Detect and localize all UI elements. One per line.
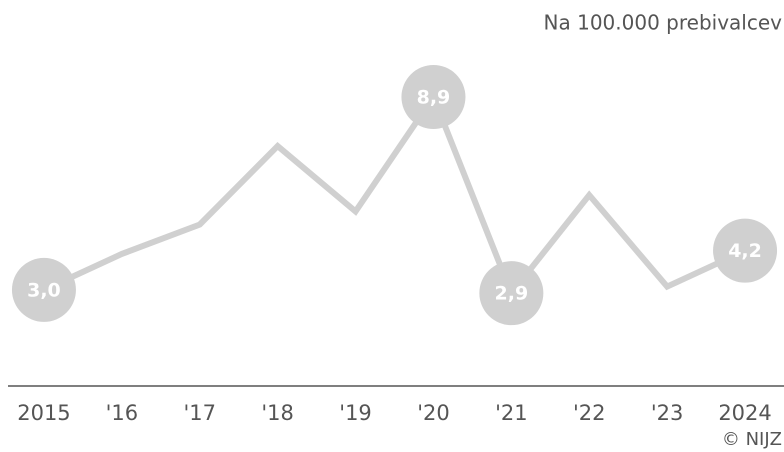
source: © NIJZ — [722, 429, 782, 450]
point — [479, 261, 544, 326]
x-tick-label: '22 — [573, 401, 606, 425]
x-tick-label: 2024 — [718, 401, 771, 425]
line — [42, 90, 747, 300]
value-label: 2,9 — [495, 283, 529, 305]
x-tick-label: '19 — [339, 401, 372, 425]
value-label: 3,0 — [27, 279, 61, 301]
x-tick-label: 2015 — [17, 401, 70, 425]
x-tick-label: '23 — [651, 401, 684, 425]
x-tick-label: '17 — [184, 401, 217, 425]
value-label: 4,2 — [728, 240, 762, 262]
x-tick-label: '20 — [417, 401, 450, 425]
point — [713, 218, 778, 283]
x-tick-label: '18 — [261, 401, 294, 425]
x-tick-label: '21 — [495, 401, 528, 425]
point — [11, 257, 76, 322]
subtitle: Na 100.000 prebivalcev — [544, 11, 783, 35]
x-tick-label: '16 — [106, 401, 139, 425]
value-label: 8,9 — [417, 86, 451, 108]
point — [401, 64, 466, 129]
